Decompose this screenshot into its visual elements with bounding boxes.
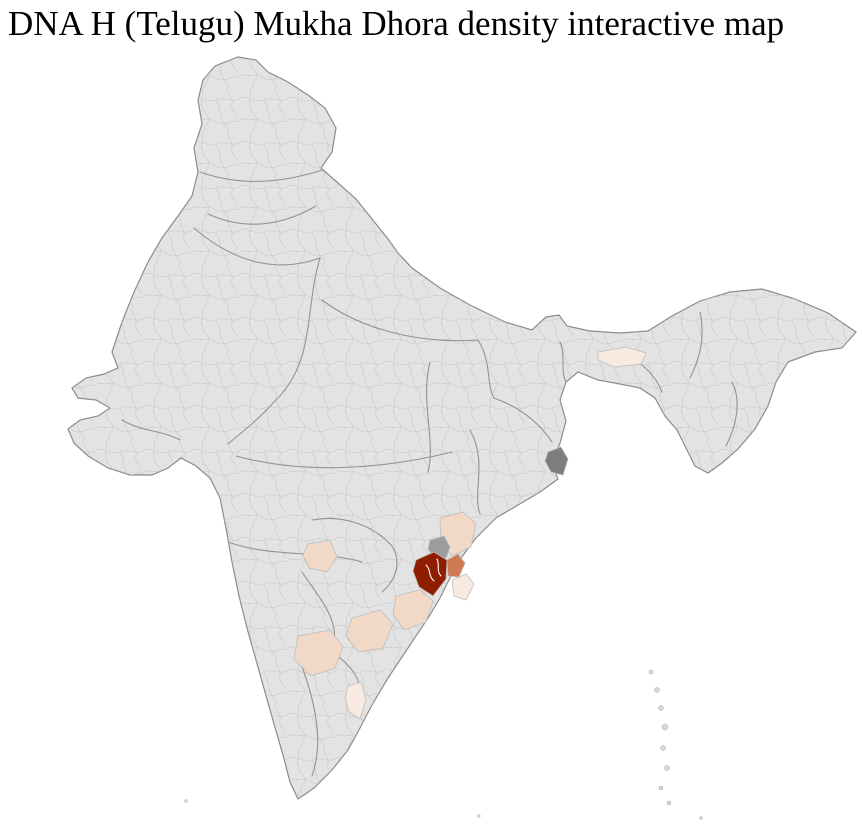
district-texture [68, 57, 856, 799]
district-lowest-density-assam[interactable] [597, 346, 647, 368]
district-low-density-krishna[interactable] [345, 609, 394, 653]
district-lowest-density-coastal[interactable] [451, 573, 475, 601]
district-inner-border [436, 558, 442, 577]
andaman-islands [184, 669, 703, 820]
district-high-density[interactable] [446, 553, 466, 578]
district-lowest-density-tamilnadu[interactable] [344, 681, 367, 720]
district-inner-border [425, 564, 435, 582]
district-dark-gray-kolkata[interactable] [544, 446, 569, 476]
district-low-density-godavari[interactable] [392, 589, 434, 631]
district-low-density-rayalaseema[interactable] [293, 629, 344, 677]
page-title: DNA H (Telugu) Mukha Dhora density inter… [8, 4, 785, 43]
district-low-density-telangana[interactable] [302, 539, 338, 573]
